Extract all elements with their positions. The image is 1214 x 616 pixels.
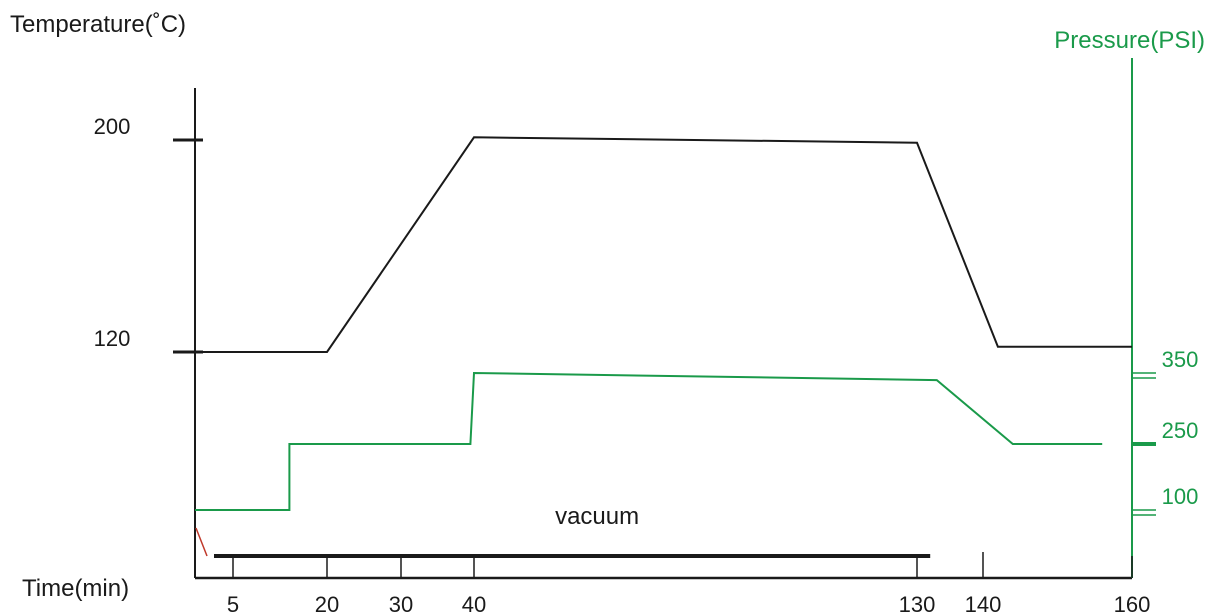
y-right-axis-title: Pressure(PSI) (1054, 27, 1205, 54)
y-left-tick-label: 200 (94, 114, 131, 139)
y-right-tick-label: 100 (1162, 484, 1199, 509)
x-tick-label: 30 (389, 592, 413, 616)
x-tick-label: 20 (315, 592, 339, 616)
pressure-series-line (195, 371, 1103, 511)
series-layer (195, 136, 1132, 511)
y-left-tick-label: 120 (94, 326, 131, 351)
x-ticks: 5 20 30 40 130 140 160 (227, 552, 1150, 616)
x-tick-label: 5 (227, 592, 239, 616)
vacuum-label: vacuum (555, 503, 639, 530)
x-tick-label: 160 (1114, 592, 1151, 616)
y-left-ticks: 120 200 (94, 114, 203, 354)
y-right-ticks: 100 250 350 (1132, 347, 1199, 516)
x-tick-label: 130 (899, 592, 936, 616)
x-axis-title: Time(min) (22, 575, 129, 602)
y-right-tick-label: 250 (1162, 418, 1199, 443)
y-right-tick-label: 350 (1162, 347, 1199, 372)
origin-accent-mark (195, 527, 208, 557)
x-tick-label: 140 (965, 592, 1002, 616)
x-tick-label: 40 (462, 592, 486, 616)
temperature-series-line (195, 136, 1132, 353)
y-left-axis-title: Temperature(˚C) (10, 11, 186, 38)
